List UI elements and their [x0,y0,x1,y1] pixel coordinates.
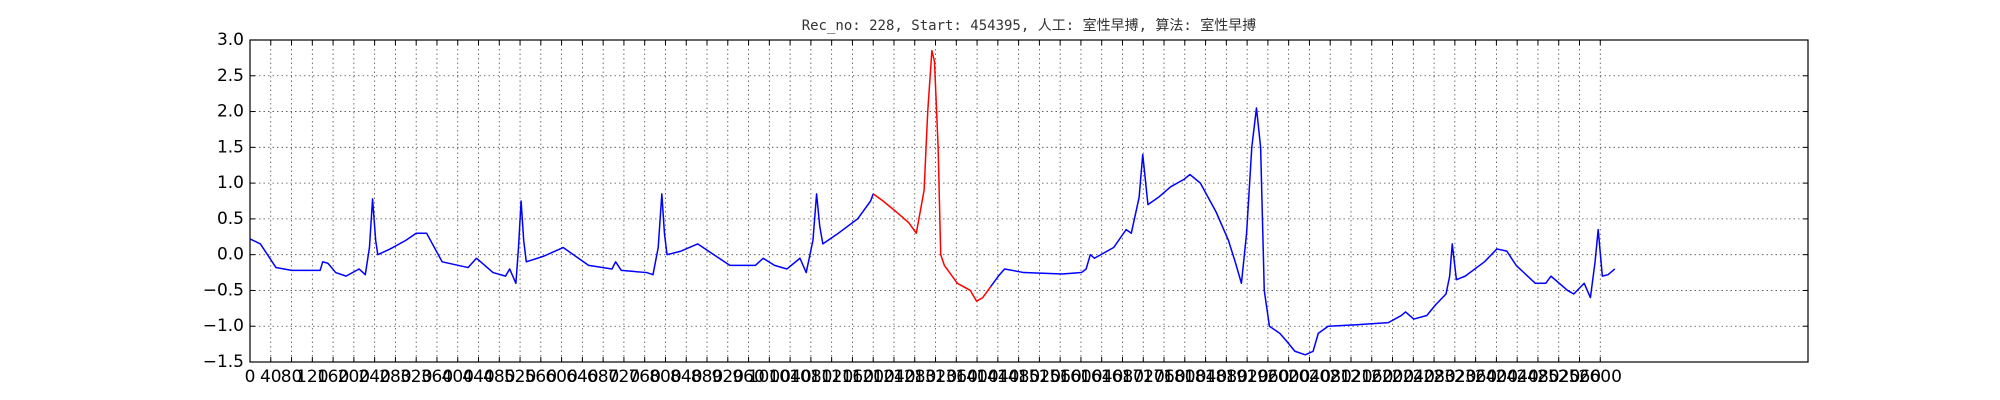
x-tick-label: 400 [442,367,474,387]
x-tick-label: 1760 [1142,367,1185,387]
x-tick-label: 1000 [748,367,791,387]
x-tick-label: 80 [281,367,303,387]
x-tick-label: 240 [358,367,390,387]
x-tick-label: 2120 [1329,367,1372,387]
x-tick-label: 1840 [1184,367,1227,387]
x-tick-label: 2320 [1433,367,1476,387]
x-tick-label: 1720 [1122,367,1165,387]
x-tick-label: 320 [400,367,432,387]
x-tick-label: 440 [462,367,494,387]
y-tick-label: 1.5 [217,137,244,157]
x-tick-label: 1640 [1080,367,1123,387]
y-tick-label: 0.5 [217,209,244,229]
x-tick-label: 560 [525,367,557,387]
x-tick-label: 1360 [935,367,978,387]
x-tick-label: 0 [245,367,256,387]
x-tick-label: 2040 [1288,367,1331,387]
x-tick-label: 360 [421,367,453,387]
y-tick-label: 1.0 [217,173,244,193]
y-tick-label: 2.5 [217,66,244,86]
x-tick-label: 2520 [1537,367,1580,387]
y-tick-label: 0.0 [217,245,244,265]
x-tick-label: 1960 [1246,367,1289,387]
x-tick-label: 200 [338,367,370,387]
x-tick-label: 2560 [1558,367,1601,387]
y-tick-label: 2.0 [217,102,244,122]
x-tick-label: 680 [587,367,619,387]
x-tick-label: 2280 [1412,367,1455,387]
ecg-line [249,107,1616,356]
x-tick-label: 800 [649,367,681,387]
x-tick-label: 1440 [976,367,1019,387]
x-tick-label: 1280 [893,367,936,387]
y-tick-label: −0.5 [203,280,244,300]
x-tick-label: 1880 [1205,367,1248,387]
x-tick-label: 1480 [997,367,1040,387]
ecg-line [872,49,992,302]
x-tick-label: 2160 [1350,367,1393,387]
chart-title: Rec_no: 228, Start: 454395, 人工: 室性早搏, 算法… [802,17,1257,34]
x-tick-label: 1520 [1018,367,1061,387]
x-tick-label: 280 [379,367,411,387]
x-tick-label: 1160 [831,367,874,387]
x-tick-label: 600 [545,367,577,387]
x-tick-label: 1560 [1039,367,1082,387]
x-tick-label: 880 [691,367,723,387]
x-tick-label: 2000 [1267,367,1310,387]
x-tick-label: 720 [608,367,640,387]
x-tick-label: 2400 [1475,367,1518,387]
x-tick-label: 1600 [1059,367,1102,387]
x-tick-label: 920 [712,367,744,387]
x-tick-label: 640 [566,367,598,387]
y-tick-label: 3.0 [217,30,244,50]
x-tick-label: 1080 [789,367,832,387]
x-tick-label: 160 [317,367,349,387]
x-tick-label: 1040 [768,367,811,387]
x-tick-label: 1400 [955,367,998,387]
plot-frame [249,39,1809,363]
x-tick-label: 1200 [852,367,895,387]
x-tick-label: 120 [296,367,328,387]
x-tick-label: 2080 [1309,367,1352,387]
x-tick-label: 1320 [914,367,957,387]
x-tick-label: 2240 [1392,367,1435,387]
x-tick-label: 1240 [872,367,915,387]
x-tick-label: 1120 [810,367,853,387]
x-tick-label: 2600 [1579,367,1622,387]
x-tick-label: 1800 [1163,367,1206,387]
x-tick-label: 2440 [1496,367,1539,387]
x-tick-label: 520 [504,367,536,387]
x-tick-label: 1920 [1225,367,1268,387]
y-tick-label: −1.0 [203,316,244,336]
x-tick-label: 2480 [1516,367,1559,387]
x-tick-label: 2200 [1371,367,1414,387]
x-tick-label: 1680 [1101,367,1144,387]
x-tick-label: 960 [732,367,764,387]
x-tick-label: 40 [260,367,282,387]
y-tick-label: −1.5 [203,352,244,372]
x-tick-label: 2360 [1454,367,1497,387]
x-tick-label: 840 [670,367,702,387]
x-tick-label: 480 [483,367,515,387]
x-tick-label: 760 [628,367,660,387]
